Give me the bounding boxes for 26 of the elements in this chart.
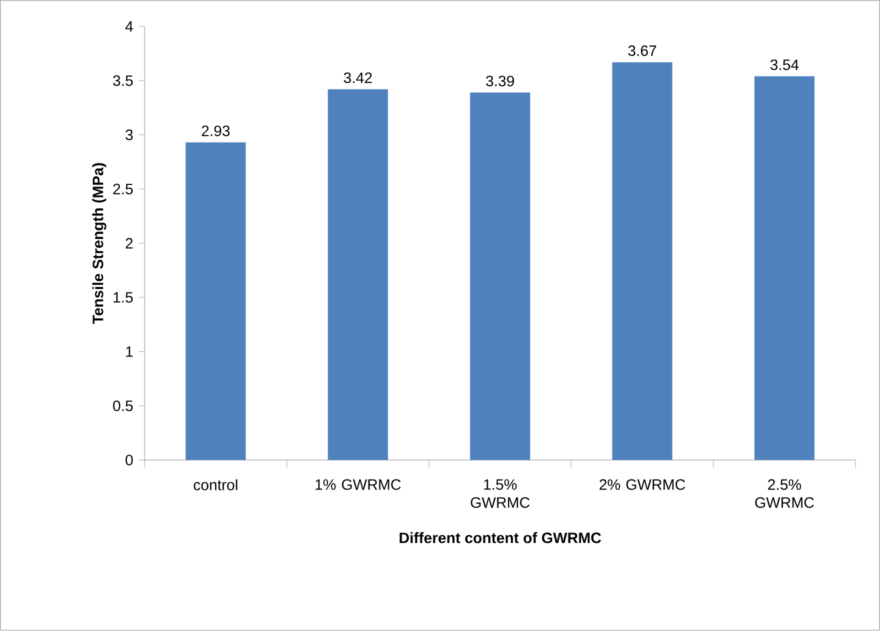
y-tick-label: 3.5: [113, 75, 133, 86]
y-tick-label: 0.5: [113, 400, 133, 412]
bar: [754, 76, 815, 460]
bar: [612, 62, 672, 460]
y-tick-label: 1.5: [114, 292, 133, 303]
y-tick-label: 1: [126, 346, 133, 357]
x-tick-label: 2.5% GWRMC: [755, 479, 814, 508]
bar: [186, 142, 246, 460]
data-label: 2.93: [202, 126, 230, 136]
x-tick-label: control: [194, 479, 238, 490]
data-label: 3.54: [770, 60, 799, 70]
x-tick-label: 1% GWRMC: [316, 479, 401, 490]
bar: [328, 89, 388, 460]
data-label: 3.67: [628, 46, 656, 56]
y-axis-title: Tensile Strength (MPa): [92, 163, 106, 324]
data-label: 3.42: [344, 72, 372, 84]
y-tick-label: 2: [126, 238, 133, 249]
x-axis-title: Different content of GWRMC: [400, 532, 602, 544]
y-tick-label: 4: [125, 21, 133, 32]
y-tick-label: 3: [126, 130, 133, 140]
x-tick-label: 2% GWRMC: [600, 479, 686, 490]
x-tick-label: 1.5% GWRMC: [470, 479, 530, 508]
data-label: 3.39: [486, 76, 514, 87]
y-tick-label: 2.5: [113, 184, 133, 195]
y-tick-label: 0: [126, 454, 133, 466]
bar: [470, 92, 530, 460]
